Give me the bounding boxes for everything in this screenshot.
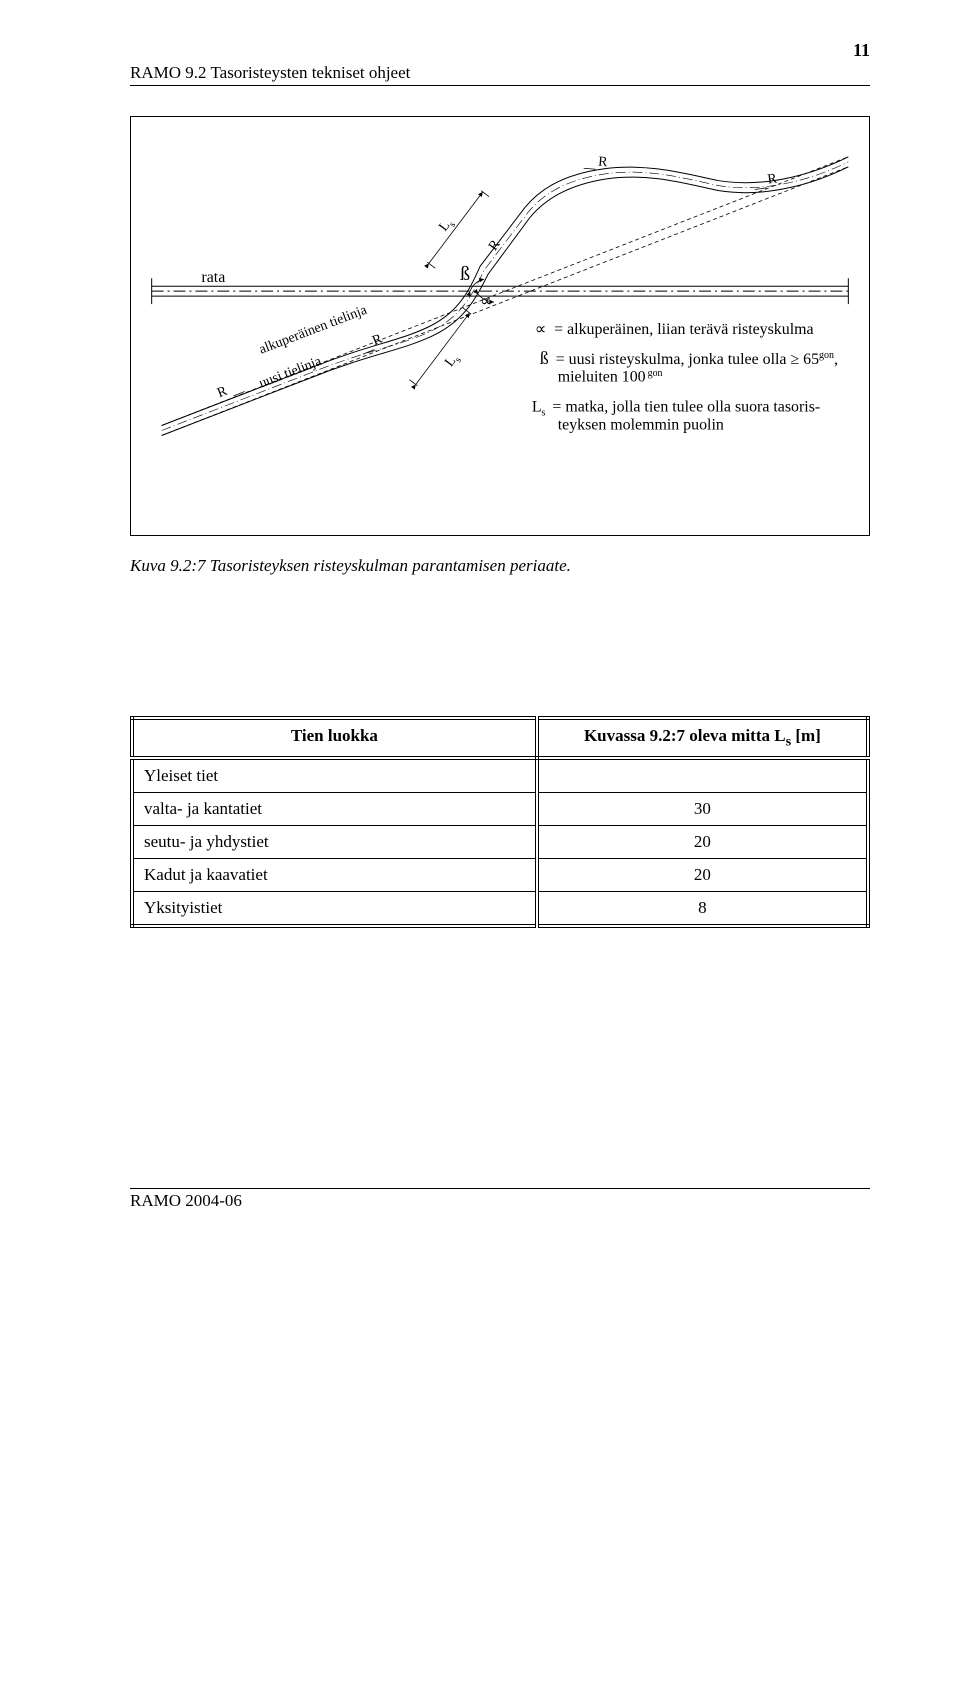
table-cell-value: 8 [537, 892, 868, 927]
svg-text:mieluiten 100gon: mieluiten 100gon [558, 368, 663, 386]
figure: rata R R R [130, 116, 870, 536]
table-cell-value: 20 [537, 826, 868, 859]
legend-beta-l1: = uusi risteyskulma, jonka tulee olla ≥ … [556, 351, 819, 368]
legend-beta-sup2: gon [648, 368, 663, 379]
svg-text:Ls: Ls [436, 215, 458, 236]
table-row: Yleiset tiet [132, 758, 868, 793]
legend-ls-sym: L [532, 399, 542, 416]
header-left: RAMO 9.2 Tasoristeysten tekniset ohjeet [130, 63, 410, 83]
table-cell-value [537, 758, 868, 793]
legend-ls-l2: teyksen molemmin puolin [558, 417, 724, 434]
header: RAMO 9.2 Tasoristeysten tekniset ohjeet [130, 63, 870, 86]
data-table: Tien luokka Kuvassa 9.2:7 oleva mitta Ls… [130, 716, 870, 928]
table-cell-label: seutu- ja yhdystiet [132, 826, 537, 859]
r-label-5: R [486, 237, 504, 254]
svg-text:Ls: Ls [442, 351, 464, 372]
legend-beta-l2: mieluiten 100 [558, 369, 646, 386]
footer: RAMO 2004-06 [130, 1188, 870, 1211]
table-cell-label: Yleiset tiet [132, 758, 537, 793]
legend-alpha: = alkuperäinen, liian terävä risteyskulm… [554, 321, 813, 338]
r-label-4: R [215, 383, 230, 401]
table-head-1: Tien luokka [132, 718, 537, 758]
beta-symbol: ß [460, 263, 470, 285]
table-cell-label: Yksityistiet [132, 892, 537, 927]
orig-road-label: alkuperäinen tielinja [257, 303, 369, 358]
table-row: Yksityistiet8 [132, 892, 868, 927]
svg-text:∝ = alkuperäinen, liia: ∝ = alkuperäinen, liian terävä risteysku… [535, 321, 814, 338]
table-row: seutu- ja yhdystiet20 [132, 826, 868, 859]
table-cell-label: Kadut ja kaavatiet [132, 859, 537, 892]
table-row: valta- ja kantatiet30 [132, 793, 868, 826]
table-head-2: Kuvassa 9.2:7 oleva mitta Ls [m] [537, 718, 868, 758]
table-row: Kadut ja kaavatiet20 [132, 859, 868, 892]
svg-text:ß = uusi risteyskulma,: ß = uusi risteyskulma, jonka tulee olla … [540, 348, 838, 368]
figure-caption: Kuva 9.2:7 Tasoristeyksen risteyskulman … [130, 556, 870, 576]
table-cell-value: 20 [537, 859, 868, 892]
legend-ls-l1: = matka, jolla tien tulee olla suora tas… [552, 399, 820, 416]
legend-beta-sym: ß [540, 348, 549, 368]
rail-label: rata [201, 269, 225, 286]
page-number: 11 [130, 40, 870, 61]
table-cell-label: valta- ja kantatiet [132, 793, 537, 826]
legend-alpha-sym: ∝ [535, 321, 546, 338]
figure-svg: rata R R R [131, 117, 869, 535]
table-cell-value: 30 [537, 793, 868, 826]
legend-beta-sup1: gon [819, 350, 834, 361]
r-label-2: R [767, 171, 779, 187]
